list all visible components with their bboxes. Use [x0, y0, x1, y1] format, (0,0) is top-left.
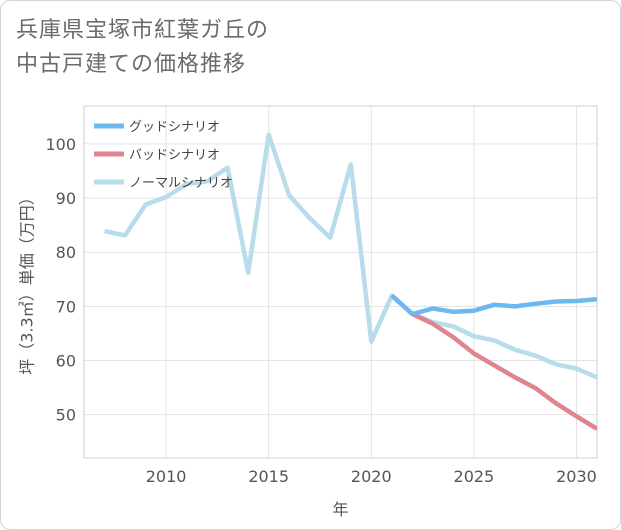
series-layer	[104, 132, 597, 431]
axis-ticks: 50 60 70 80 90 100 2010 2015 2020 2025 2030	[45, 135, 596, 486]
plot-area	[83, 105, 598, 459]
y-tick-label: 80	[56, 243, 76, 262]
series-line-good	[390, 293, 597, 317]
x-tick-label: 2030	[556, 467, 597, 486]
y-tick-label: 70	[56, 297, 76, 316]
grid	[84, 106, 597, 458]
legend-label-good: グッドシナリオ	[129, 120, 220, 135]
x-tick-label: 2020	[351, 467, 392, 486]
series-line-bad	[390, 293, 597, 431]
y-tick-label: 60	[56, 352, 76, 371]
series-line-normal	[104, 132, 597, 380]
legend-label-normal: ノーマルシナリオ	[129, 176, 233, 191]
y-tick-label: 50	[56, 406, 76, 425]
x-axis-label: 年	[332, 500, 348, 519]
y-tick-label: 90	[56, 189, 76, 208]
y-tick-label: 100	[45, 135, 76, 154]
x-tick-label: 2010	[146, 467, 187, 486]
y-axis-label: 坪（3.3㎡）単価（万円）	[18, 189, 37, 374]
x-tick-label: 2025	[454, 467, 495, 486]
chart-title-line2: 中古戸建ての価格推移	[16, 52, 247, 77]
chart-title-line1: 兵庫県宝塚市紅葉ガ丘の	[16, 18, 270, 43]
legend-label-bad: バッドシナリオ	[129, 148, 220, 163]
x-tick-label: 2015	[248, 467, 289, 486]
chart-title: 兵庫県宝塚市紅葉ガ丘の 中古戸建ての価格推移	[16, 14, 576, 82]
